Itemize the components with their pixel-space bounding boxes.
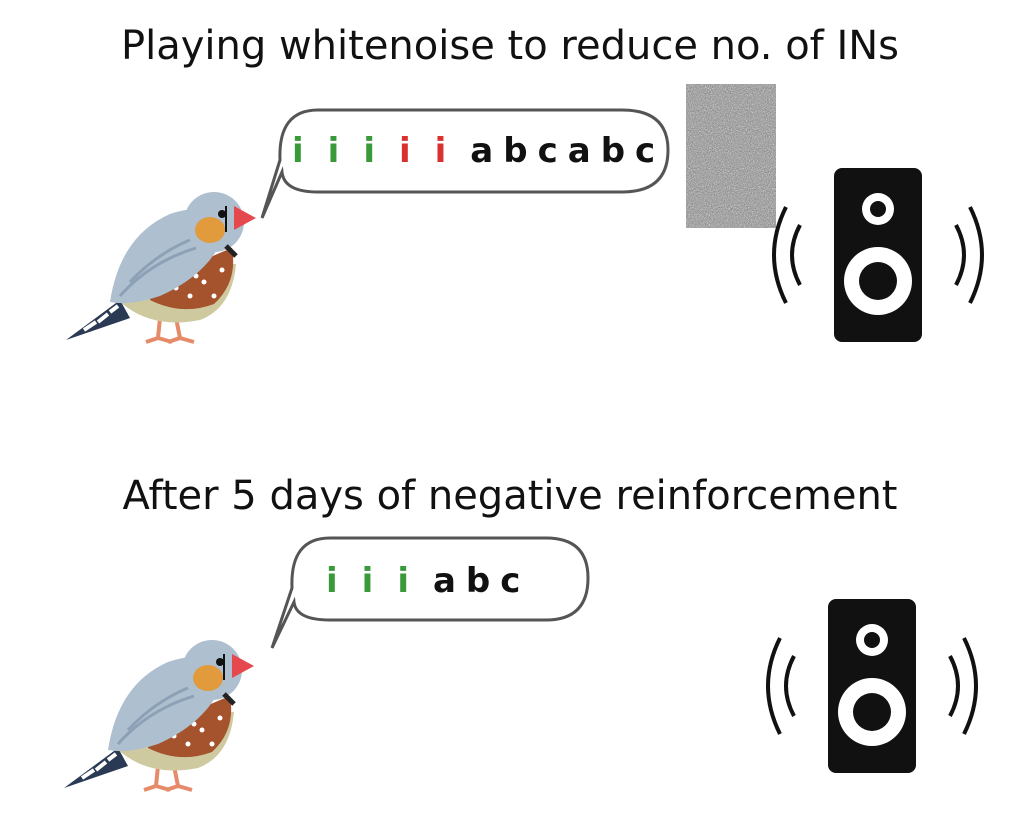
intro-note: i (363, 131, 375, 171)
intro-note: i (397, 561, 409, 601)
intro-note: i (326, 561, 338, 601)
motif-syllable: b (466, 561, 490, 601)
intro-note: i (399, 131, 411, 171)
speech-bubble (270, 536, 590, 649)
motif-syllable: a (470, 131, 493, 171)
motif-syllable: c (538, 131, 558, 171)
panel-title: Playing whitenoise to reduce no. of INs (120, 23, 900, 69)
intro-note: i (292, 131, 304, 171)
speaker-icon (772, 168, 984, 342)
motif-syllable: b (601, 131, 625, 171)
motif-syllable: c (635, 131, 655, 171)
motif-syllable: b (503, 131, 527, 171)
speech-bubble (260, 108, 670, 219)
zebra-finch-icon (66, 192, 256, 344)
intro-note: i (328, 131, 340, 171)
whitenoise-patch (686, 84, 776, 228)
zebra-finch-icon (64, 640, 254, 792)
panel-title: After 5 days of negative reinforcement (122, 473, 898, 519)
speaker-icon (766, 599, 978, 773)
intro-note: i (362, 561, 374, 601)
panel-whitenoise: Playing whitenoise to reduce no. of INs … (66, 23, 984, 344)
panel-after-reinforcement: After 5 days of negative reinforcement i… (0, 460, 1020, 820)
motif-syllable: a (568, 131, 591, 171)
motif-syllable: c (500, 561, 520, 601)
motif-syllable: a (433, 561, 456, 601)
intro-note: i (435, 131, 447, 171)
